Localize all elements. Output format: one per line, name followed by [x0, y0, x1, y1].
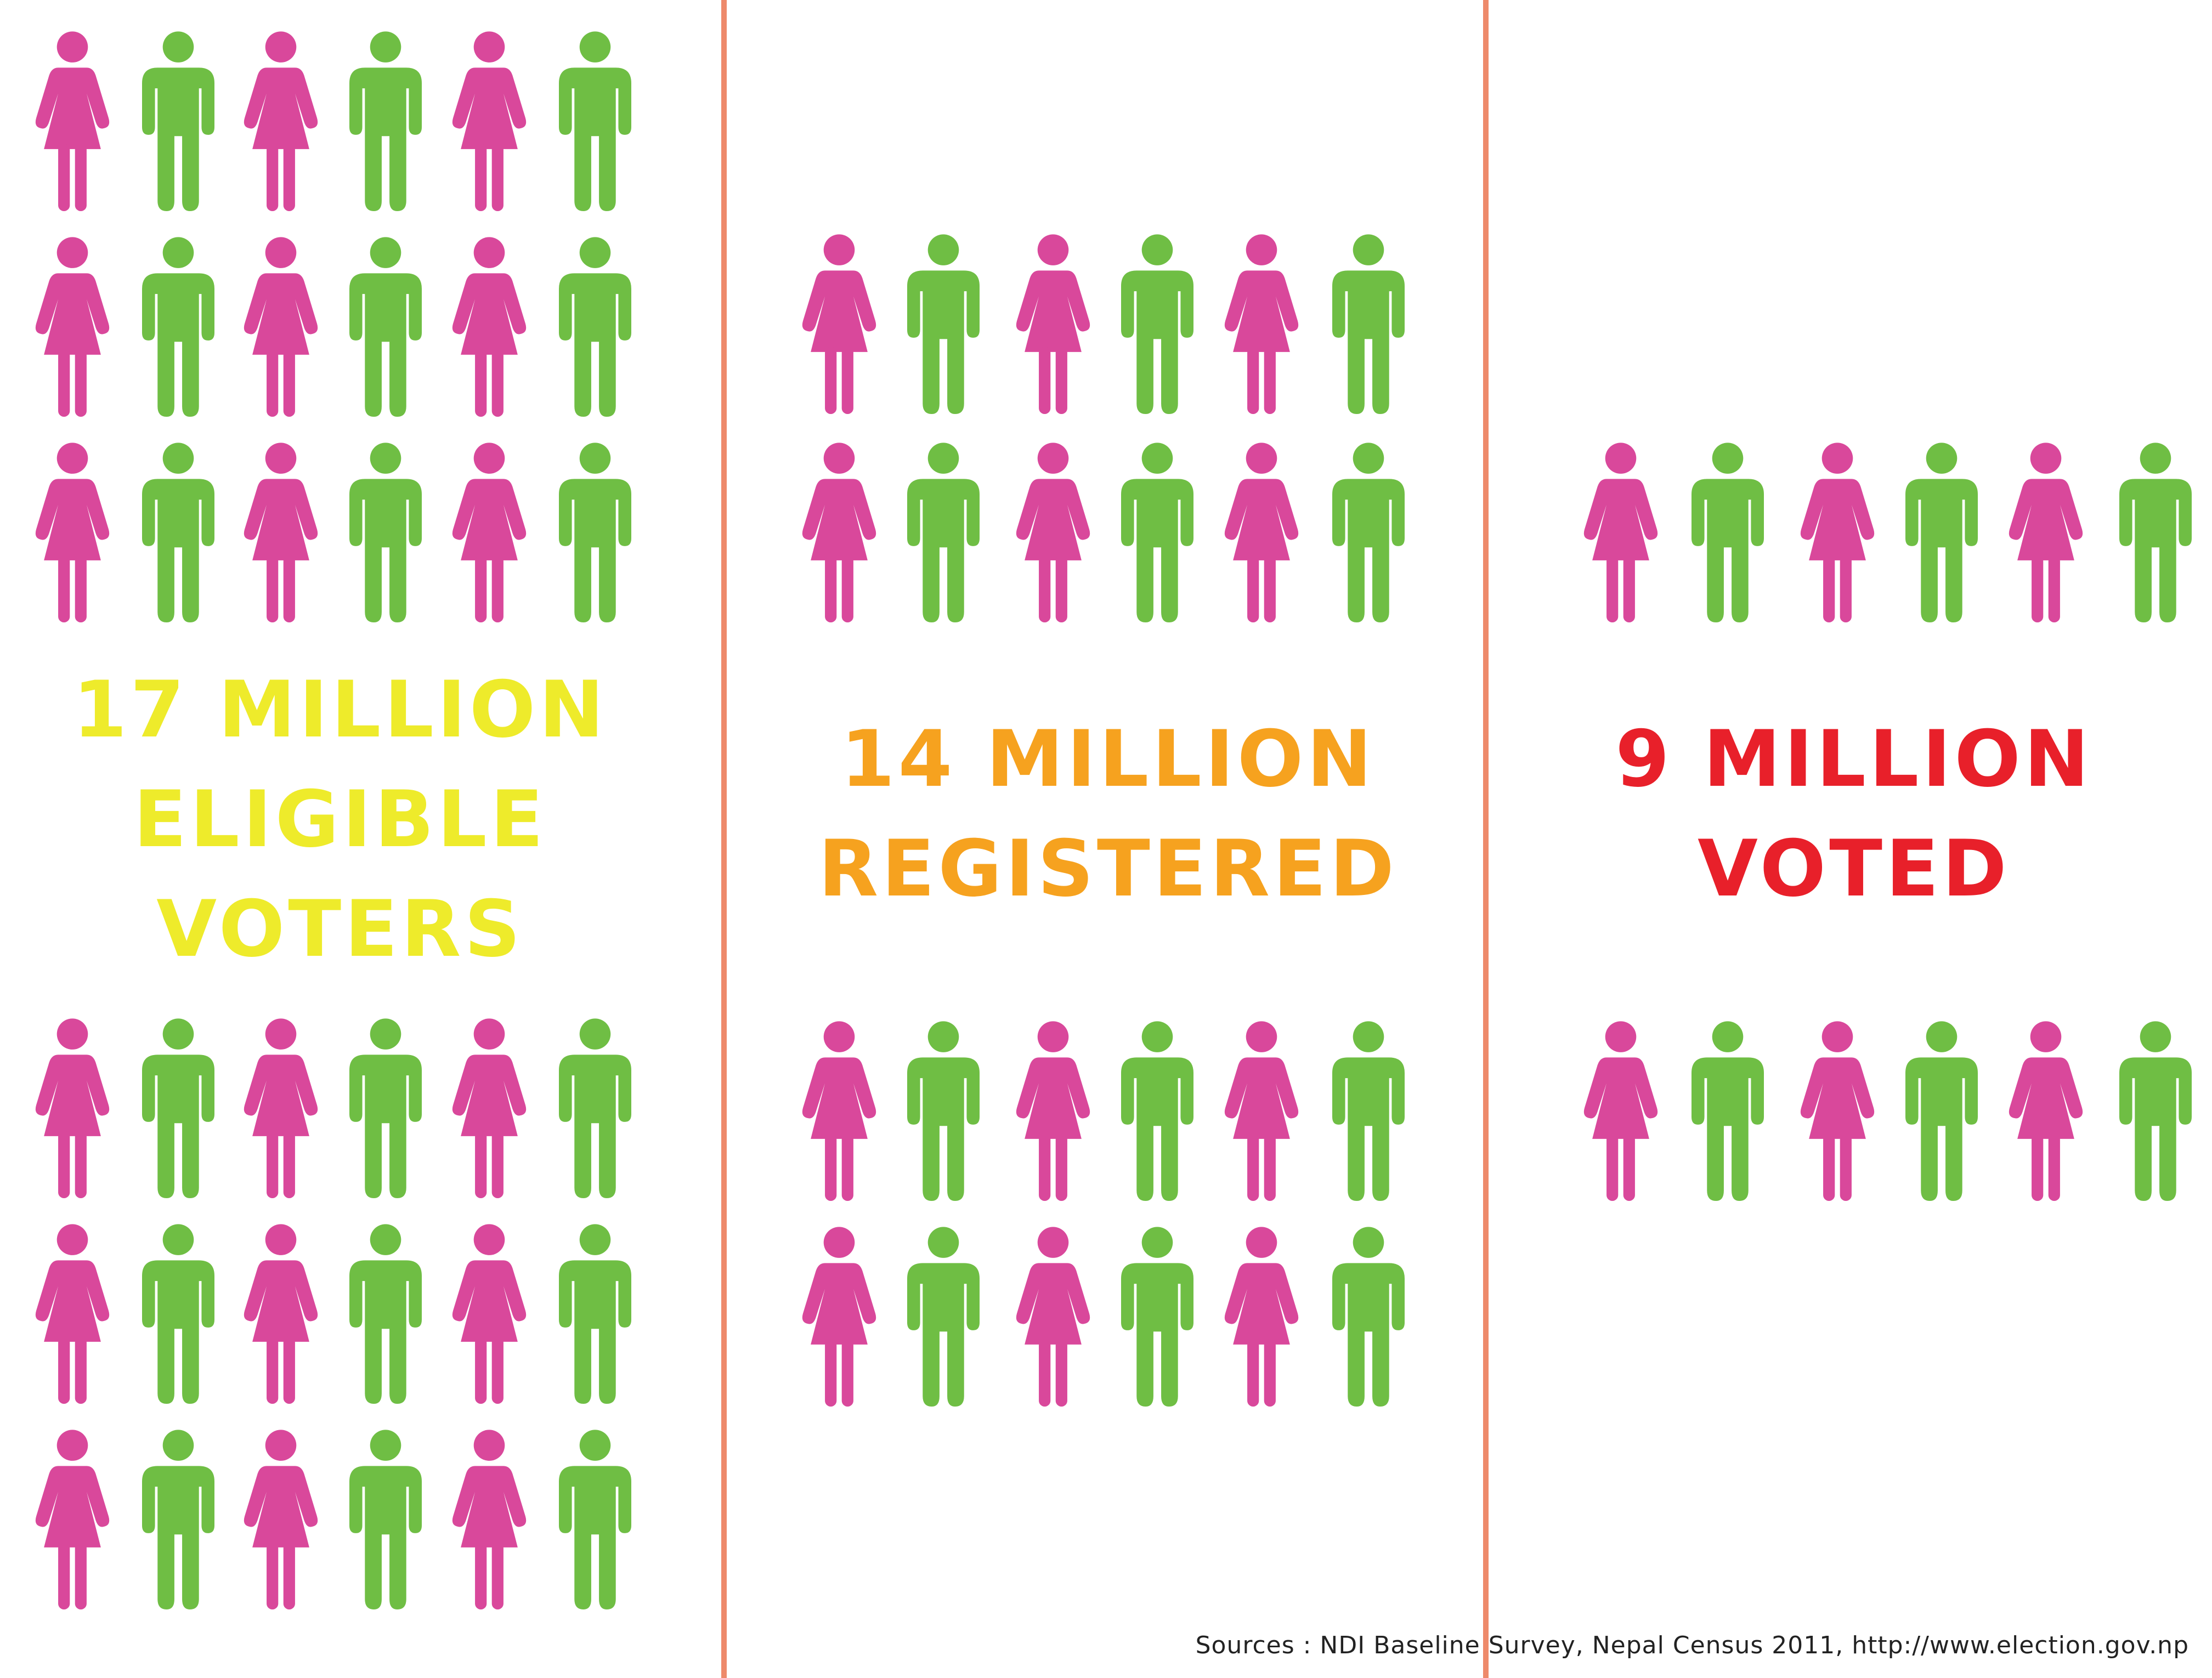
man-icon	[1116, 1226, 1198, 1407]
woman-icon	[1220, 1020, 1303, 1201]
woman-icon	[798, 1020, 880, 1201]
column-divider-2	[1483, 0, 1489, 1678]
woman-icon	[1580, 1020, 1662, 1201]
woman-icon	[798, 441, 880, 622]
woman-icon	[1580, 441, 1662, 622]
man-icon	[554, 236, 636, 417]
man-icon	[137, 441, 219, 622]
registered-label-line-2: REGISTERED	[818, 824, 1398, 914]
woman-icon	[798, 1226, 880, 1407]
voted-label: 9 MILLION VOTED	[1497, 705, 2210, 924]
woman-icon	[448, 1017, 530, 1198]
woman-icon	[1012, 441, 1094, 622]
woman-icon	[31, 236, 114, 417]
woman-icon	[240, 1223, 322, 1404]
man-icon	[344, 441, 427, 622]
woman-icon	[2005, 441, 2087, 622]
woman-icon	[31, 1428, 114, 1609]
woman-icon	[240, 30, 322, 211]
woman-icon	[448, 1428, 530, 1609]
woman-icon	[31, 441, 114, 622]
woman-icon	[240, 441, 322, 622]
source-note: Sources : NDI Baseline Survey, Nepal Cen…	[1195, 1631, 2189, 1659]
man-icon	[137, 1428, 219, 1609]
man-icon	[554, 1017, 636, 1198]
man-icon	[1327, 1020, 1410, 1201]
woman-icon	[240, 236, 322, 417]
man-icon	[1900, 441, 1983, 622]
man-icon	[137, 30, 219, 211]
woman-icon	[1796, 1020, 1879, 1201]
man-icon	[2114, 1020, 2197, 1201]
man-icon	[137, 1223, 219, 1404]
eligible-voters-label: 17 MILLION ELIGIBLE VOTERS	[11, 655, 669, 984]
man-icon	[1900, 1020, 1983, 1201]
voted-label-line-1: 9 MILLION	[1615, 714, 2092, 804]
voted-label-line-2: VOTED	[1698, 824, 2010, 914]
woman-icon	[240, 1428, 322, 1609]
man-icon	[1687, 441, 1769, 622]
man-icon	[1116, 441, 1198, 622]
man-icon	[902, 1020, 985, 1201]
registered-label-line-1: 14 MILLION	[840, 714, 1376, 804]
eligible-label-line-1: 17 MILLION	[72, 665, 608, 755]
eligible-label-line-3: VOTERS	[156, 884, 524, 974]
man-icon	[554, 1428, 636, 1609]
woman-icon	[1220, 1226, 1303, 1407]
man-icon	[902, 441, 985, 622]
man-icon	[1687, 1020, 1769, 1201]
man-icon	[344, 236, 427, 417]
man-icon	[1116, 233, 1198, 414]
woman-icon	[448, 441, 530, 622]
man-icon	[137, 1017, 219, 1198]
woman-icon	[448, 236, 530, 417]
registered-label: 14 MILLION REGISTERED	[735, 705, 1481, 924]
man-icon	[554, 441, 636, 622]
woman-icon	[31, 1017, 114, 1198]
man-icon	[554, 30, 636, 211]
woman-icon	[2005, 1020, 2087, 1201]
woman-icon	[31, 1223, 114, 1404]
man-icon	[1327, 441, 1410, 622]
man-icon	[902, 1226, 985, 1407]
woman-icon	[1796, 441, 1879, 622]
eligible-label-line-2: ELIGIBLE	[133, 774, 547, 865]
man-icon	[344, 30, 427, 211]
woman-icon	[798, 233, 880, 414]
woman-icon	[448, 1223, 530, 1404]
man-icon	[902, 233, 985, 414]
woman-icon	[1012, 233, 1094, 414]
woman-icon	[1012, 1226, 1094, 1407]
column-divider-1	[721, 0, 727, 1678]
man-icon	[554, 1223, 636, 1404]
woman-icon	[1012, 1020, 1094, 1201]
man-icon	[1327, 1226, 1410, 1407]
woman-icon	[448, 30, 530, 211]
man-icon	[1327, 233, 1410, 414]
man-icon	[1116, 1020, 1198, 1201]
man-icon	[344, 1223, 427, 1404]
man-icon	[2114, 441, 2197, 622]
woman-icon	[31, 30, 114, 211]
woman-icon	[1220, 233, 1303, 414]
woman-icon	[1220, 441, 1303, 622]
man-icon	[344, 1017, 427, 1198]
woman-icon	[240, 1017, 322, 1198]
man-icon	[137, 236, 219, 417]
man-icon	[344, 1428, 427, 1609]
